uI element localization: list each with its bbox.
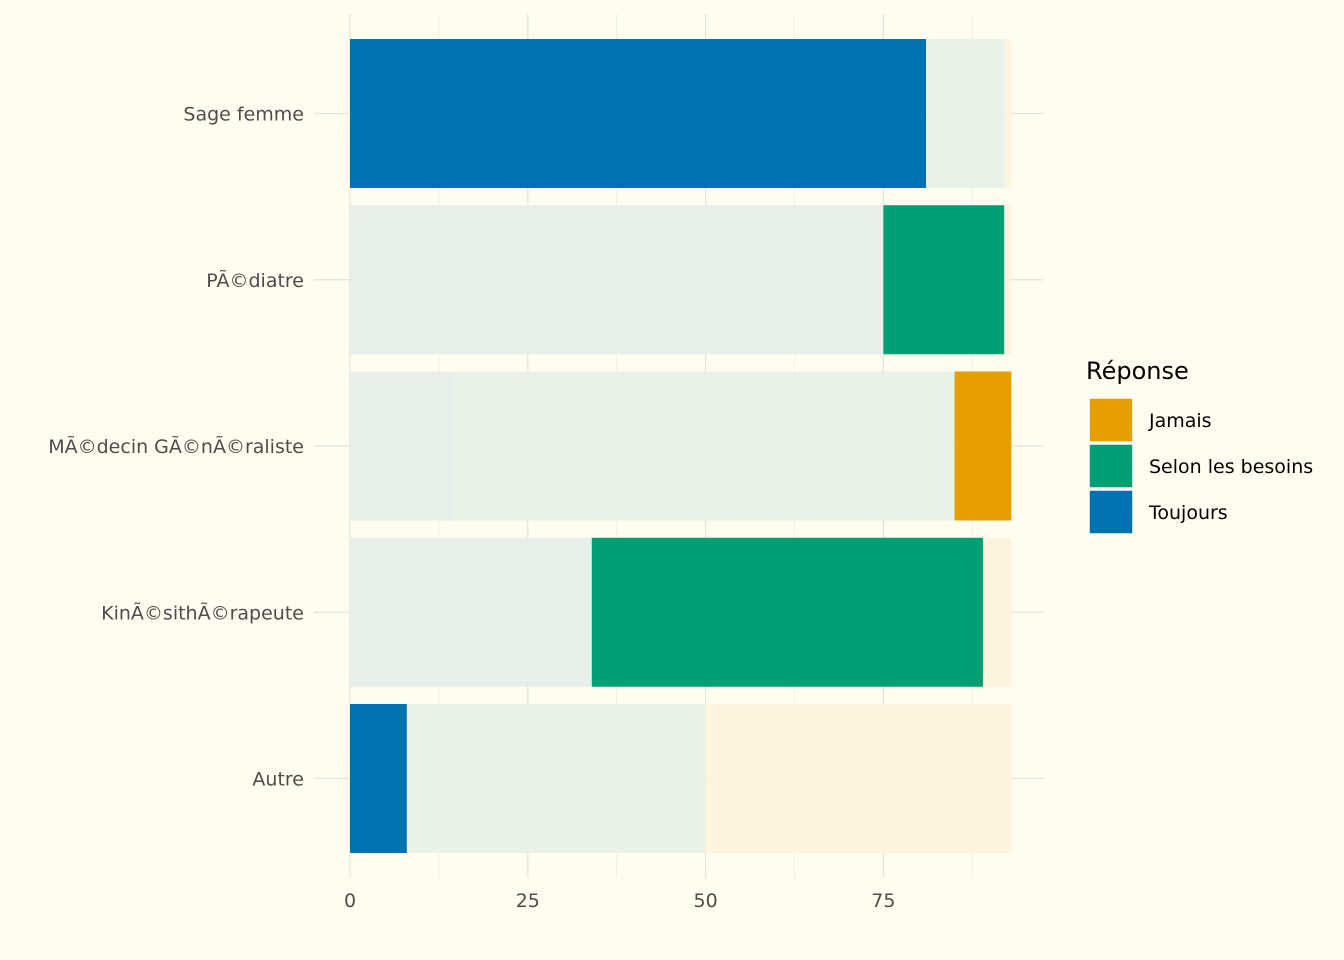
bar-ma-decin-ga-na-raliste-jamais <box>954 371 1012 521</box>
x-tick-label: 50 <box>694 890 718 912</box>
bars-layer <box>350 39 1012 853</box>
legend-key-jamais <box>1088 397 1134 443</box>
bar-ma-decin-ga-na-raliste-selon-les-besoins <box>453 371 955 521</box>
y-tick-label: PÃ©diatre <box>206 269 304 292</box>
y-tick-label: Autre <box>252 769 304 791</box>
x-tick-label: 0 <box>344 890 356 912</box>
bar-ma-decin-ga-na-raliste-toujours <box>350 371 454 521</box>
bar-autre-jamais <box>705 704 1012 853</box>
y-axis: Sage femme PÃ©diatre MÃ©decin GÃ©nÃ©ralist… <box>48 104 304 791</box>
legend-label-toujours: Toujours <box>1148 502 1228 524</box>
bar-autre-toujours <box>350 704 407 853</box>
bar-sage-femme-selon-les-besoins <box>926 39 1005 188</box>
y-tick-label: MÃ©decin GÃ©nÃ©raliste <box>48 435 304 458</box>
y-tick-label: Sage femme <box>183 104 304 126</box>
x-axis: 0 25 50 75 <box>344 890 896 912</box>
bar-kina-sitha-rapeute-jamais <box>982 537 1012 687</box>
bar-sage-femme-toujours <box>350 39 927 188</box>
bar-kina-sitha-rapeute-toujours <box>350 537 592 687</box>
legend-label-selon-les-besoins: Selon les besoins <box>1149 456 1313 478</box>
x-tick-label: 25 <box>516 890 540 912</box>
legend-key-selon-les-besoins <box>1088 443 1134 489</box>
legend-label-jamais: Jamais <box>1148 410 1212 432</box>
bar-kina-sitha-rapeute-selon-les-besoins <box>591 537 983 687</box>
bar-autre-selon-les-besoins <box>406 704 706 853</box>
legend: Réponse Jamais Selon les besoins Toujours <box>1086 357 1313 535</box>
bar-pa-diatre-toujours <box>350 205 884 355</box>
legend-key-toujours <box>1088 489 1134 535</box>
bar-pa-diatre-selon-les-besoins <box>883 205 1005 355</box>
legend-title: Réponse <box>1086 357 1189 385</box>
bar-pa-diatre-jamais <box>1004 205 1012 355</box>
x-tick-label: 75 <box>871 890 895 912</box>
bar-sage-femme-jamais <box>1004 39 1012 188</box>
y-tick-label: KinÃ©sithÃ©rapeute <box>101 601 304 624</box>
